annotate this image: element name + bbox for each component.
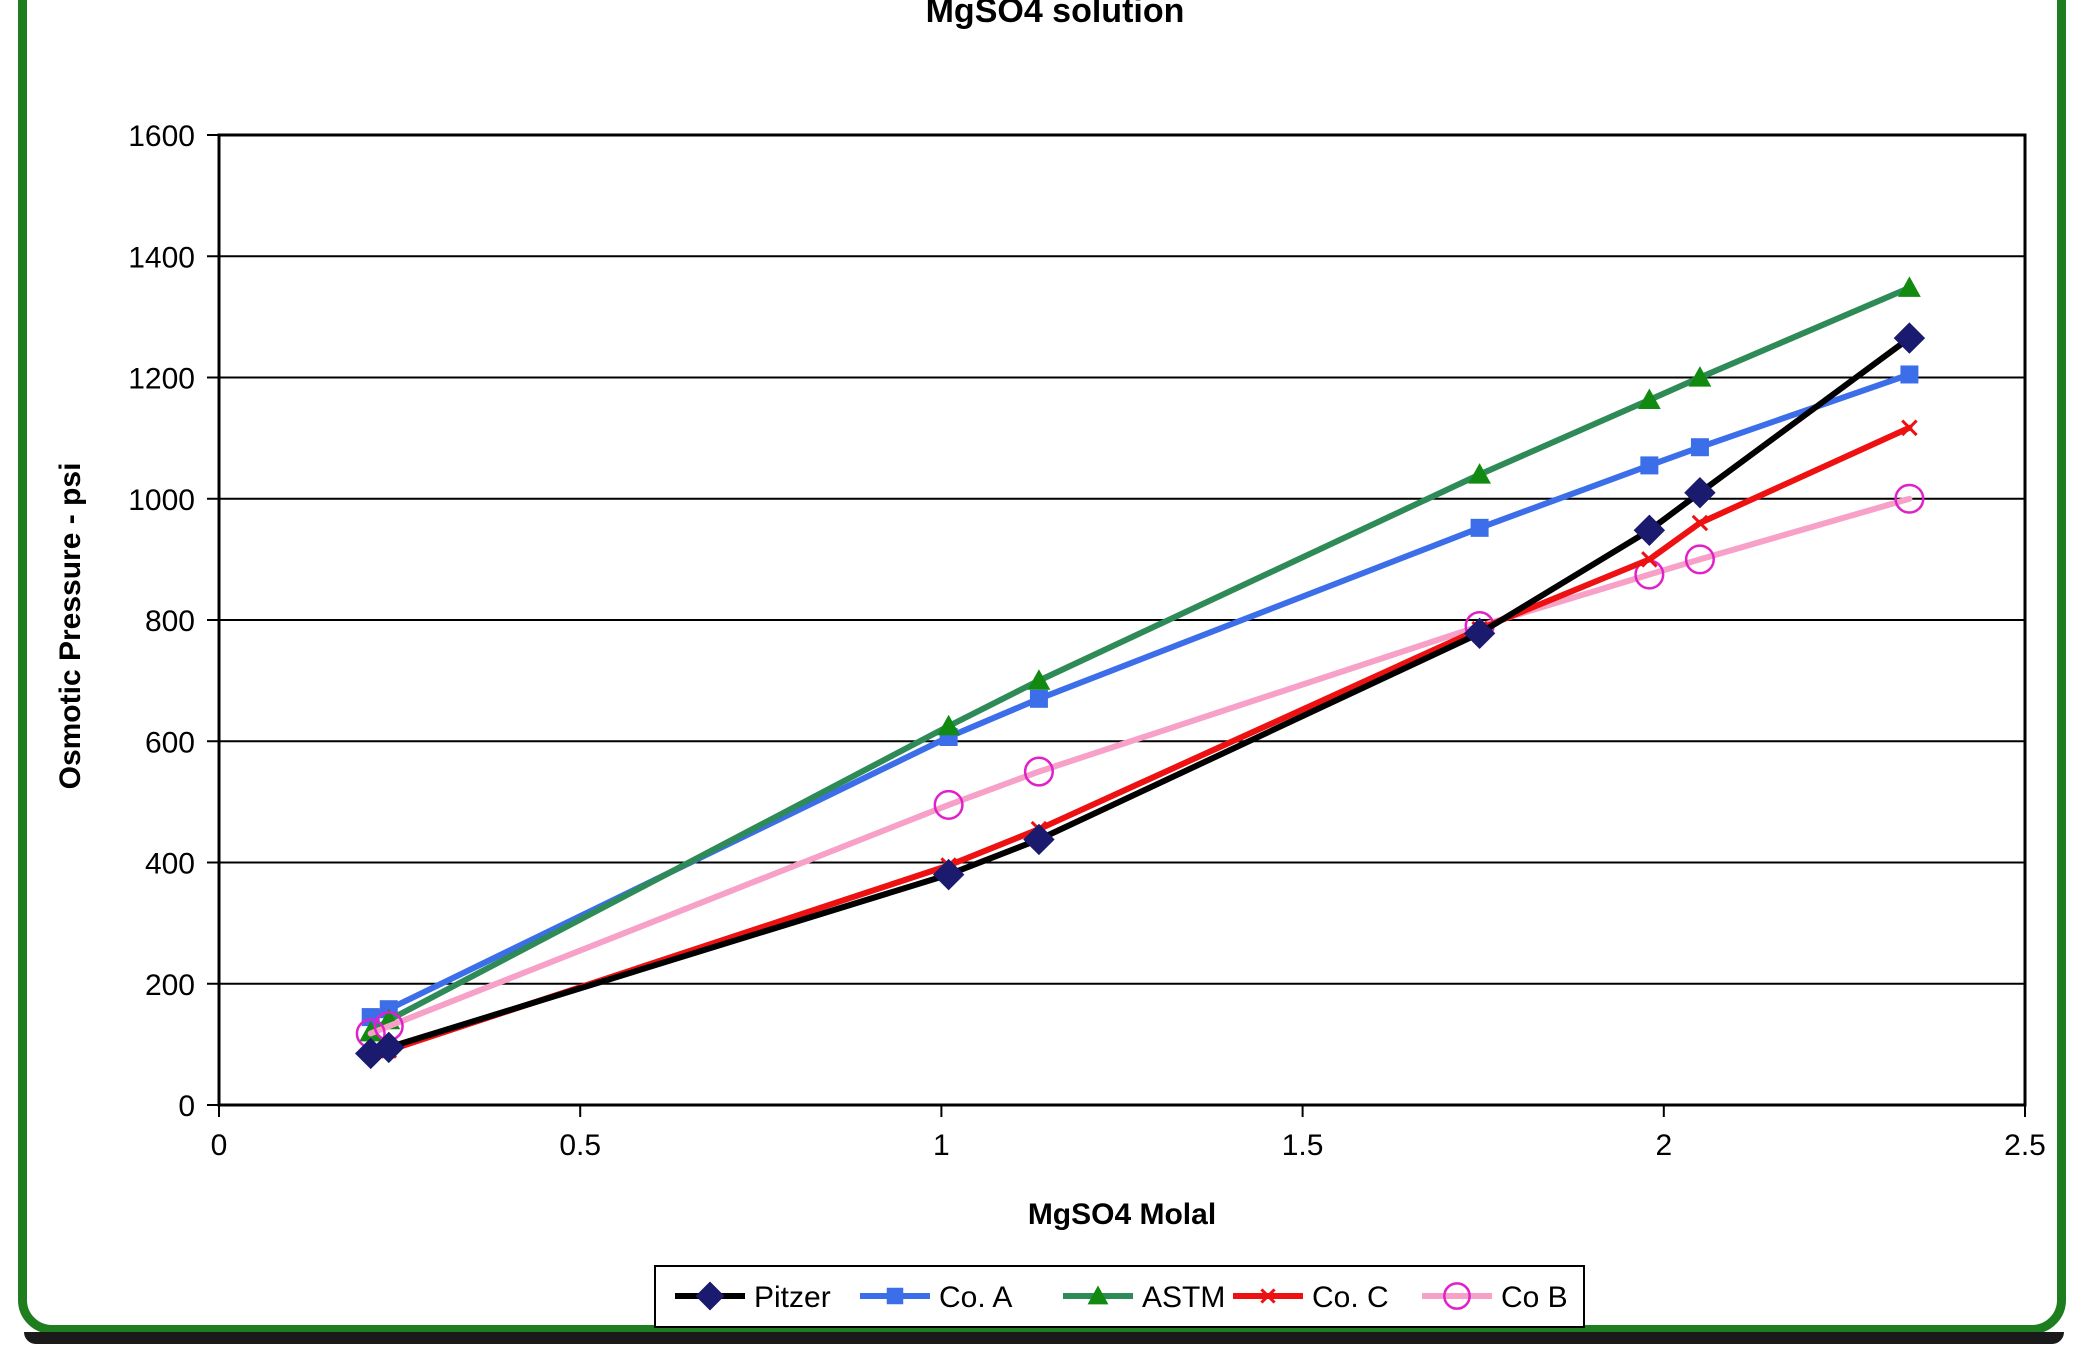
x-tick-label: 2 [1655,1129,1672,1162]
x-tick-label: 0 [211,1129,228,1162]
data-point-co-a [1640,456,1659,475]
legend-label-co-a: Co. A [939,1281,1012,1314]
series-line-astm [367,284,1913,1036]
legend-marker-co-c [1260,1288,1276,1304]
chart-title: MgSO4 solution [926,0,1185,30]
y-tick-label: 600 [145,726,195,759]
y-axis-title: Osmotic Pressure - psi [54,463,87,790]
data-point-pitzer [373,1031,405,1064]
x-tick-label: 0.5 [559,1129,601,1162]
legend-marker-astm [1087,1285,1109,1305]
legend-marker-pitzer [695,1281,725,1311]
y-tick-label: 200 [145,969,195,1002]
data-point-pitzer [1684,476,1716,509]
data-point-pitzer [1463,617,1496,650]
series-line-pitzer [367,335,1913,1057]
y-tick-label: 800 [145,605,195,638]
data-point-astm [1468,463,1491,484]
chart-frame [18,0,2066,1334]
y-tick-label: 0 [178,1090,195,1123]
data-point-astm [1637,388,1661,410]
data-point-co-b [1023,756,1054,787]
y-tick-label: 1600 [128,120,195,153]
series-astm [359,276,1921,1042]
series-layer [354,276,1926,1070]
data-point-pitzer [1893,322,1926,354]
data-point-co-b [1894,483,1925,514]
data-point-co-c [1691,514,1709,532]
legend-label-astm: ASTM [1142,1281,1225,1314]
data-point-astm [1027,669,1051,690]
series-pitzer [354,322,1926,1070]
y-tick-label: 1400 [128,241,195,274]
data-point-pitzer [932,858,965,891]
legend: Pitzer Co. A ASTM Co. C Co B [654,1265,1585,1328]
data-point-co-b [1684,544,1715,575]
legend-label-co-c: Co. C [1312,1281,1389,1314]
legend-label-co-b: Co B [1501,1281,1568,1314]
data-point-co-a [1900,365,1919,384]
data-point-co-b [933,789,964,820]
data-point-co-a [1470,518,1489,537]
y-tick-label: 1200 [128,363,195,396]
data-point-pitzer [1633,514,1666,546]
data-point-astm [937,714,961,736]
x-tick-label: 1.5 [1282,1129,1324,1162]
legend-marker-co-a [886,1287,904,1305]
legend-marker-co-b [1443,1282,1471,1310]
series-co-a [361,365,1919,1027]
data-point-co-c [1901,419,1918,437]
x-tick-label: 2.5 [2004,1129,2046,1162]
grid-layer [219,255,2025,985]
y-tick-label: 1000 [128,484,195,517]
frame-shadow [24,1332,2064,1344]
series-line-co-a [367,371,1913,1021]
data-point-co-a [1690,438,1709,457]
data-point-co-c [1641,551,1658,568]
data-point-astm [1688,366,1712,387]
y-tick-label: 400 [145,848,195,881]
x-axis-title: MgSO4 Molal [1028,1198,1216,1231]
series-co-b [355,483,1925,1049]
series-line-co-b [367,495,1913,1037]
legend-label-pitzer: Pitzer [754,1281,831,1314]
data-point-pitzer [1023,823,1055,856]
x-tick-label: 1 [933,1129,950,1162]
legend-items: Pitzer Co. A ASTM Co. C Co B [675,1281,1568,1314]
data-point-astm [1898,276,1921,297]
tick-layer: 0 200 400 600 800 1000 1200 1400 1600 0 0.5 1 1.5 2 2.… [128,120,2046,1162]
data-point-co-a [1029,689,1048,708]
